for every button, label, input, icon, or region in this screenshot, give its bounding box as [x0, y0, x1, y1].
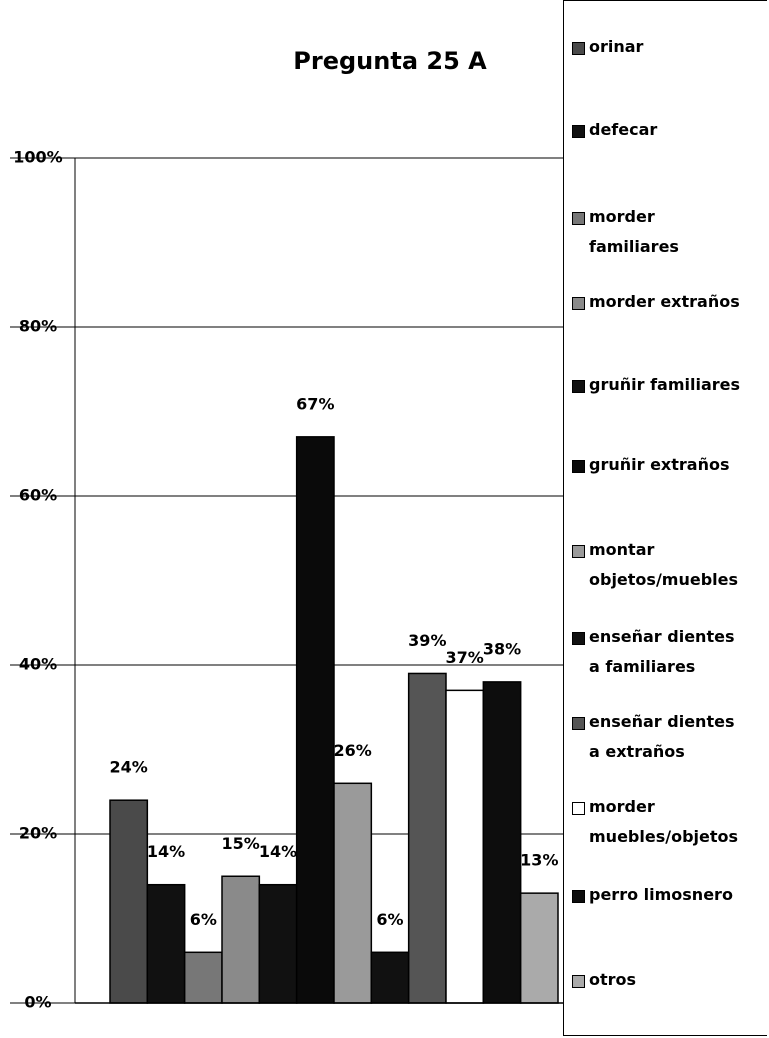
legend: orinar defecar morder familiares morder ext…	[563, 0, 767, 1036]
legend-swatch	[572, 975, 585, 988]
data-label: 15%	[222, 834, 260, 853]
legend-swatch	[572, 460, 585, 473]
legend-item: otros	[572, 970, 636, 995]
data-label: 38%	[483, 639, 521, 658]
data-label: 37%	[446, 648, 484, 667]
bar	[221, 875, 261, 1004]
legend-swatch	[572, 632, 585, 645]
legend-label: enseñar dientes a extraños	[589, 712, 735, 761]
y-tick-label: 20%	[19, 824, 57, 843]
bar	[407, 672, 447, 1004]
data-label: 13%	[520, 851, 558, 870]
data-label: 6%	[376, 910, 403, 929]
legend-item: defecar	[572, 120, 657, 145]
legend-label: gruñir extraños	[589, 455, 730, 474]
bar	[295, 436, 335, 1004]
legend-swatch	[572, 297, 585, 310]
bar	[333, 782, 373, 1004]
legend-item: morder extraños	[572, 292, 740, 317]
y-tick-label: 40%	[19, 655, 57, 674]
legend-label: montar objetos/muebles	[589, 540, 739, 589]
legend-label: defecar	[589, 120, 658, 139]
chart-title: Pregunta 25 A	[293, 47, 487, 75]
data-label: 67%	[296, 394, 334, 413]
legend-swatch	[572, 717, 585, 730]
y-tick-label: 80%	[19, 317, 57, 336]
legend-label: morder familiares	[589, 207, 679, 256]
legend-swatch	[572, 380, 585, 393]
data-label: 6%	[190, 910, 217, 929]
legend-swatch	[572, 42, 585, 55]
legend-item: morder muebles/objetos	[572, 797, 738, 852]
legend-item: gruñir extraños	[572, 455, 729, 480]
bar	[146, 883, 186, 1004]
bar	[445, 689, 485, 1004]
legend-label: morder muebles/objetos	[589, 797, 739, 846]
bar	[370, 951, 410, 1004]
data-label: 26%	[334, 741, 372, 760]
legend-item: morder familiares	[572, 207, 679, 262]
legend-swatch	[572, 545, 585, 558]
y-tick-label: 60%	[19, 486, 57, 505]
legend-swatch	[572, 212, 585, 225]
bar	[482, 681, 522, 1004]
y-tick-label: 100%	[13, 148, 62, 167]
legend-label: otros	[589, 970, 637, 989]
data-label: 14%	[147, 842, 185, 861]
data-label: 24%	[110, 758, 148, 777]
data-label: 39%	[408, 631, 446, 650]
legend-label: morder extraños	[589, 292, 740, 311]
bar	[183, 951, 223, 1004]
legend-label: gruñir familiares	[589, 375, 741, 394]
y-tick-label: 0%	[24, 993, 51, 1012]
legend-item: orinar	[572, 37, 643, 62]
legend-item: enseñar dientes a extraños	[572, 712, 734, 767]
bar	[258, 883, 298, 1004]
legend-swatch	[572, 125, 585, 138]
legend-label: orinar	[589, 37, 644, 56]
legend-item: enseñar dientes a familiares	[572, 627, 734, 682]
legend-item: gruñir familiares	[572, 375, 740, 400]
legend-item: montar objetos/muebles	[572, 540, 738, 595]
legend-item: perro limosnero	[572, 885, 733, 910]
bar	[519, 892, 559, 1004]
legend-label: perro limosnero	[589, 885, 733, 904]
bar	[109, 799, 149, 1004]
legend-swatch	[572, 890, 585, 903]
legend-swatch	[572, 802, 585, 815]
legend-label: enseñar dientes a familiares	[589, 627, 735, 676]
data-label: 14%	[259, 842, 297, 861]
